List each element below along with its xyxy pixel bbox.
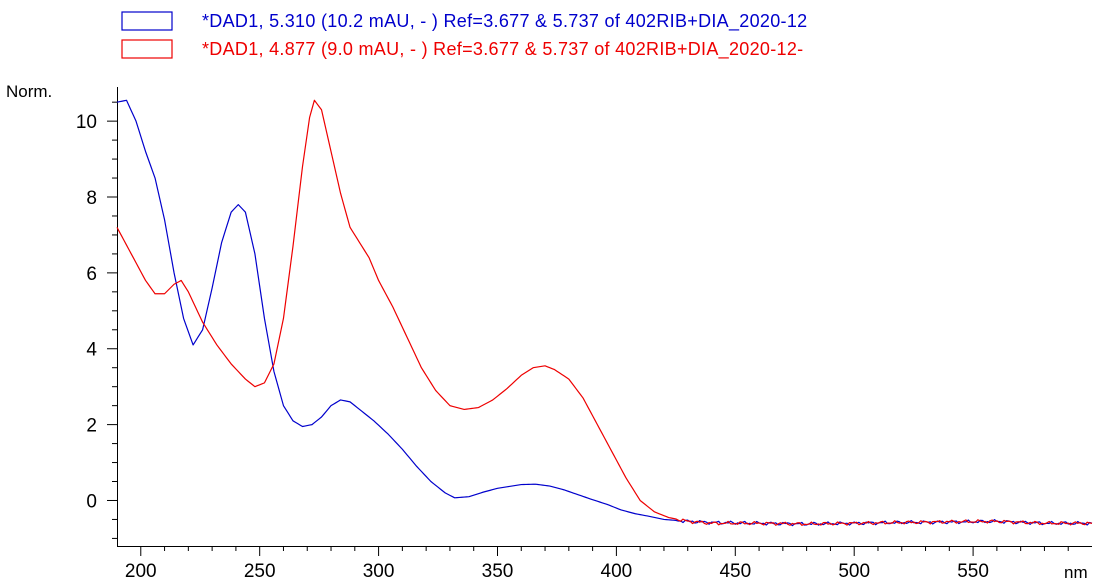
y-tick-label: 0 [86, 491, 97, 512]
legend-label-series-2: *DAD1, 4.877 (9.0 mAU, - ) Ref=3.677 & 5… [202, 39, 803, 60]
y-tick-label: 4 [86, 340, 97, 361]
x-tick-label: 400 [601, 561, 633, 582]
x-axis-ticks: 200 250 300 350 400 450 500 550 [125, 546, 1069, 582]
x-tick-label: 250 [244, 561, 276, 582]
x-tick-label: 200 [125, 561, 157, 582]
x-tick-label: 300 [363, 561, 395, 582]
legend-label-series-1: *DAD1, 5.310 (10.2 mAU, - ) Ref=3.677 & … [202, 11, 807, 32]
y-tick-label: 8 [86, 188, 97, 209]
x-tick-label: 550 [957, 561, 989, 582]
legend: *DAD1, 5.310 (10.2 mAU, - ) Ref=3.677 & … [121, 11, 807, 60]
legend-swatch-series-2 [121, 39, 173, 59]
series-layer [116, 99, 1093, 527]
y-tick-label: 2 [86, 416, 97, 437]
y-tick-label: 6 [86, 264, 97, 285]
series-line-1 [116, 99, 1093, 527]
y-tick-label: 10 [76, 112, 97, 133]
y-axis-label: Norm. [6, 82, 52, 101]
x-tick-label: 350 [482, 561, 514, 582]
x-axis-label: nm [1064, 563, 1088, 582]
y-axis-ticks: 0 2 4 6 8 10 [76, 101, 117, 539]
legend-swatch-series-1 [121, 11, 173, 31]
x-tick-label: 450 [719, 561, 751, 582]
x-tick-label: 500 [838, 561, 870, 582]
series-line-2 [116, 99, 1093, 526]
